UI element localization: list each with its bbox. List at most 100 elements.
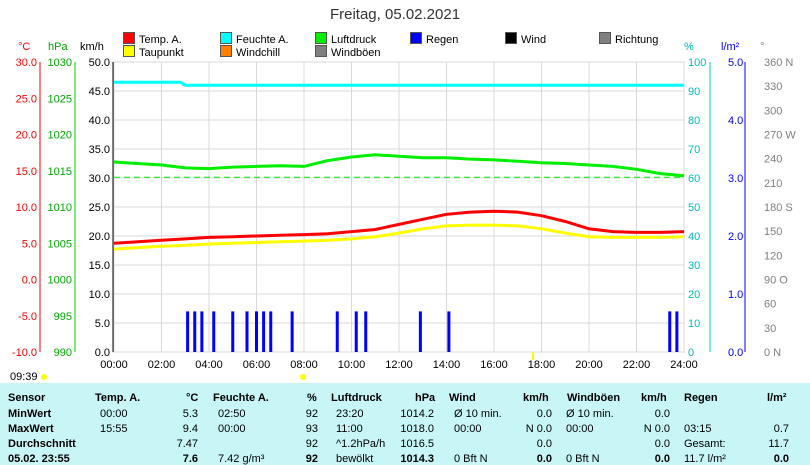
legend-swatch [599,32,611,44]
x-tick-label: 24:00 [670,359,698,371]
direction-axis-unit: ° [760,41,765,53]
pressure-tick-label: 1020 [48,130,72,142]
table-cell-wind-t: 00:00 [454,423,482,435]
direction-tick-label: 210 [764,178,782,190]
rain-bar [212,311,216,352]
table-cell-hum-t: 00:00 [218,423,246,435]
rain-bar [193,311,197,352]
humidity-axis-unit: % [684,41,694,53]
legend-swatch [220,45,232,57]
humidity-tick-label: 30 [688,260,700,272]
wind-tick-label: 15.0 [89,260,110,272]
table-cell-wind-v: N 0.0 [525,423,552,435]
legend-label: Richtung [615,34,659,46]
table-cell-press-t: 23:20 [336,408,364,420]
table-cell-rain-v: 0.7 [773,423,789,435]
series-line-feuchte-a- [114,80,684,87]
header-temp-unit: °C [186,392,199,404]
table-cell-temp-v: 5.3 [182,408,198,420]
wind-tick-label: 5.0 [95,318,110,330]
humidity-tick-label: 20 [688,289,700,301]
legend-item-pressure: Luftdruck [315,32,376,47]
table-cell-hum-v: 92 [305,453,318,465]
rain-bar [231,311,235,352]
rain-bar [290,311,294,352]
wind-tick-label: 0.0 [95,347,110,359]
humidity-tick-label: 60 [688,173,700,185]
rain-tick-label: 4.0 [728,115,743,127]
legend-swatch [315,32,327,44]
rain-bar [269,311,273,352]
pressure-tick-label: 1015 [48,166,72,178]
x-tick-label: 04:00 [195,359,223,371]
x-tick-label: 20:00 [575,359,603,371]
table-cell-temp-v: 7.6 [182,453,198,465]
direction-tick-label: 300 [764,105,782,117]
wind-tick-label: 50.0 [89,57,110,69]
direction-tick-label: 90 O [764,275,788,287]
rain-bar [418,311,422,352]
humidity-tick-label: 40 [688,231,700,243]
temp-tick-label: 20.0 [16,130,37,142]
pressure-tick-label: 1005 [48,238,72,250]
pressure-tick-label: 1025 [48,93,72,105]
header-wind-unit: km/h [523,392,549,404]
temp-axis-unit: °C [18,41,31,53]
rain-bar [200,311,204,352]
x-tick-label: 16:00 [480,359,508,371]
humidity-tick-label: 90 [688,86,700,98]
direction-tick-label: 240 [764,154,782,166]
header-rain-unit: l/m² [767,392,787,404]
header-humidity-unit: % [307,392,317,404]
legend-item-humidity: Feuchte A. [220,32,289,47]
wind-tick-label: 30.0 [89,173,110,185]
sunrise-marker [41,374,47,380]
table-cell-wind-t: 0 Bft N [454,453,488,465]
table-cell-temp-v: 9.4 [182,423,198,435]
legend-swatch [410,32,422,44]
table-cell-rain-t: 03:15 [684,423,712,435]
table-cell-wind-t: Ø 10 min. [454,408,502,420]
humidity-tick-label: 100 [688,57,706,69]
rain-bar [354,311,358,352]
table-cell-press-t: 11:00 [336,423,363,435]
table-cell-hum-v: 92 [305,438,318,450]
humidity-tick-label: 70 [688,144,700,156]
pressure-tick-label: 1010 [48,202,72,214]
table-cell-rain-v: 0.0 [773,453,789,465]
rain-axis-unit: l/m² [721,41,740,53]
table-cell-gust-v: 0.0 [654,408,670,420]
header-rain: Regen [684,392,718,404]
direction-tick-label: 270 W [764,130,796,142]
legend-label: Taupunkt [139,47,184,59]
sun-marker [300,374,306,380]
table-cell-rain-t: 11.7 l/m² [684,453,726,465]
legend-swatch [123,45,135,57]
legend-item-temp: Temp. A. [123,32,182,47]
header-pressure: Luftdruck [331,392,382,404]
legend-label: Temp. A. [139,34,182,46]
wind-tick-label: 35.0 [89,144,110,156]
pressure-tick-label: 990 [54,347,72,359]
temp-tick-label: 15.0 [16,166,37,178]
legend-label: Luftdruck [331,34,377,46]
pressure-tick-label: 995 [54,311,72,323]
temp-tick-label: -5.0 [18,311,37,323]
x-tick-label: 14:00 [433,359,461,371]
rain-bar [364,311,368,352]
table-cell-label: MinWert [8,408,52,420]
wind-tick-label: 40.0 [89,115,110,127]
humidity-tick-label: 80 [688,115,700,127]
x-tick-label: 08:00 [290,359,318,371]
pressure-axis-unit: hPa [48,41,68,53]
rain-bar [335,311,339,352]
table-cell-temp-t: 15:55 [100,423,128,435]
table-cell-press-v: 1014.3 [400,453,434,465]
rain-bar [675,311,679,352]
temp-tick-label: -10.0 [12,347,37,359]
table-cell-rain-t: Gesamt: [684,438,726,450]
humidity-tick-label: 10 [688,318,700,330]
legend-item-gusts: Windböen [315,45,381,60]
header-humidity: Feuchte A. [213,392,269,404]
temp-tick-label: 25.0 [16,93,37,105]
